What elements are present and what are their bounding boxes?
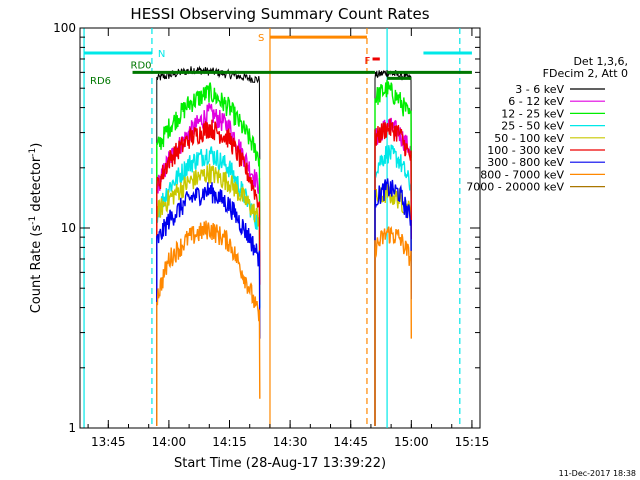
- series-line-4-1: [374, 182, 412, 426]
- plot-frame: [79, 27, 481, 429]
- series-line-5-1: [374, 118, 412, 426]
- footer-date: 11-Dec-2017 18:38: [559, 469, 636, 478]
- y-tick-label-1: 10: [61, 221, 76, 235]
- series-line-5-0: [156, 119, 261, 426]
- y-axis-label: Count Rate (s-1 detector-1): [28, 143, 44, 314]
- bar-layer: RD0 RD6 N S F: [84, 33, 472, 87]
- legend-header-1: Det 1,3,6,: [573, 55, 628, 68]
- legend-label-1: 6 - 12 keV: [508, 95, 564, 108]
- attenuator-label-0: RD0: [131, 60, 152, 71]
- legend-header-2: FDecim 2, Att 0: [543, 67, 628, 80]
- series-line-6-0: [156, 182, 261, 426]
- attenuator-label-1: RD6: [90, 76, 111, 87]
- orbit-label-S: S: [258, 33, 264, 44]
- chart-title: HESSI Observing Summary Count Rates: [130, 5, 429, 23]
- x-tick-label-3: 14:30: [273, 435, 308, 449]
- y-tick-label-2: 100: [53, 21, 76, 35]
- series-line-7-1: [374, 226, 412, 426]
- series-line-6-1: [374, 178, 412, 426]
- legend-label-7: 800 - 7000 keV: [480, 168, 564, 181]
- legend-label-3: 25 - 50 keV: [501, 120, 564, 133]
- x-tick-label-1: 14:00: [152, 435, 187, 449]
- x-axis-label: Start Time (28-Aug-17 13:39:22): [174, 456, 386, 471]
- marker-layer: [83, 28, 461, 428]
- series-line-0-1: [374, 69, 412, 426]
- x-tick-label-2: 14:15: [212, 435, 247, 449]
- series-line-2-0: [156, 82, 261, 426]
- legend-label-4: 50 - 100 keV: [494, 132, 564, 145]
- x-tick-label-6: 15:15: [455, 435, 490, 449]
- legend-label-6: 300 - 800 keV: [487, 156, 564, 169]
- y-tick-label-0: 1: [68, 421, 76, 435]
- x-tick-label-0: 13:45: [91, 435, 126, 449]
- series-line-2-1: [374, 79, 412, 426]
- x-tick-label-5: 15:00: [394, 435, 429, 449]
- series-line-7-0: [156, 220, 261, 426]
- legend-label-0: 3 - 6 keV: [515, 83, 564, 96]
- series-line-3-1: [374, 144, 412, 426]
- series-line-0-0: [156, 65, 261, 426]
- axis-layer: 13:45 14:00 14:15 14:30 14:45 15:00 15:15 1 10 10…: [53, 21, 489, 449]
- series-line-4-0: [156, 163, 261, 426]
- x-tick-label-4: 14:45: [333, 435, 368, 449]
- orbit-label-N: N: [158, 49, 165, 60]
- legend-label-5: 100 - 300 keV: [487, 144, 564, 157]
- series-layer: [156, 65, 412, 426]
- legend-label-8: 7000 - 20000 keV: [466, 181, 564, 194]
- orbit-label-F: F: [365, 56, 371, 67]
- legend-label-2: 12 - 25 keV: [501, 107, 564, 120]
